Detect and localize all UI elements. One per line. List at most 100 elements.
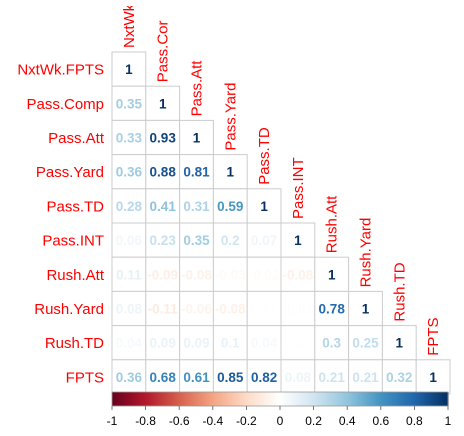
- colorbar-segment: [165, 392, 169, 406]
- colorbar-segment: [446, 392, 449, 406]
- column-label: Rush.Yard: [358, 218, 375, 288]
- correlation-value: -0.08: [215, 302, 246, 317]
- colorbar-segment: [268, 392, 271, 406]
- colorbar-segment: [394, 392, 397, 406]
- colorbar-segment: [416, 392, 419, 406]
- matrix-cell: [179, 222, 214, 258]
- colorbar-segment: [370, 392, 373, 406]
- colorbar-segment: [130, 392, 133, 406]
- colorbar-segment: [201, 392, 204, 406]
- colorbar-tick-label: -0.4: [202, 414, 224, 428]
- matrix-cell: [145, 359, 181, 395]
- correlation-value: 1: [294, 233, 302, 248]
- colorbar-segment: [421, 392, 424, 406]
- correlation-value: 0.59: [217, 199, 243, 214]
- colorbar-tick-label: 0.6: [372, 414, 390, 428]
- matrix-cell: [179, 119, 214, 156]
- colorbar-segment: [246, 392, 249, 406]
- colorbar-segment: [160, 392, 163, 406]
- colorbar-segment: [221, 392, 224, 406]
- colorbar-segment: [159, 392, 162, 406]
- colorbar-segment: [402, 392, 405, 406]
- correlation-value: 0.08: [285, 370, 312, 385]
- column-label: NxtWk: [121, 3, 138, 48]
- column-label: Rush.Att: [324, 195, 341, 253]
- colorbar-segment: [406, 392, 409, 406]
- correlation-value: -0.08: [283, 267, 314, 282]
- correlation-value: 0.25: [352, 336, 379, 351]
- matrix-cell: [280, 325, 316, 361]
- correlation-value: 1: [362, 302, 370, 317]
- colorbar-segment: [442, 392, 446, 406]
- matrix-cell: [246, 222, 282, 258]
- colorbar-segment: [123, 392, 127, 406]
- row-label: Pass.TD: [46, 198, 104, 215]
- colorbar-segment: [269, 392, 273, 406]
- colorbar-segment: [138, 392, 142, 406]
- correlation-value: 1: [260, 199, 268, 214]
- matrix-cell: [348, 359, 383, 395]
- matrix-cell: [145, 154, 181, 190]
- matrix-cell: [381, 325, 417, 361]
- column-label: Rush.TD: [391, 262, 408, 321]
- colorbar-segment: [300, 392, 303, 406]
- colorbar-segment: [211, 392, 214, 406]
- correlation-value: -0.03: [215, 267, 246, 282]
- colorbar-segment: [286, 392, 289, 406]
- colorbar-segment: [345, 392, 348, 406]
- colorbar-segment: [310, 392, 313, 406]
- colorbar-segment: [431, 392, 434, 406]
- row-label: FPTS: [66, 369, 104, 386]
- correlation-value: 0.35: [116, 96, 143, 111]
- colorbar-segment: [347, 392, 350, 406]
- colorbar-segment: [434, 392, 437, 406]
- correlation-value: -0.02: [249, 267, 280, 282]
- correlation-value: 0.81: [183, 165, 210, 180]
- colorbar-segment: [325, 392, 328, 406]
- colorbar-segment: [248, 392, 251, 406]
- correlation-value: 0.68: [150, 370, 177, 385]
- colorbar-segment: [397, 392, 400, 406]
- colorbar-segment: [253, 392, 256, 406]
- colorbar-segment: [190, 392, 194, 406]
- colorbar-segment: [400, 392, 404, 406]
- colorbar-segment: [327, 392, 330, 406]
- colorbar-segment: [162, 392, 165, 406]
- colorbar-segment: [358, 392, 362, 406]
- colorbar-segment: [395, 392, 399, 406]
- colorbar-segment: [436, 392, 439, 406]
- correlation-value: 1: [227, 165, 235, 180]
- colorbar-segment: [264, 392, 268, 406]
- matrix-cell: [381, 359, 417, 395]
- colorbar-segment: [142, 392, 145, 406]
- colorbar-segment: [192, 392, 195, 406]
- column-label: Pass.INT: [290, 157, 307, 219]
- colorbar-segment: [197, 392, 200, 406]
- correlation-value: 0.21: [352, 370, 379, 385]
- colorbar-segment: [364, 392, 367, 406]
- colorbar-segment: [137, 392, 140, 406]
- colorbar-tick-label: 0.2: [305, 414, 322, 428]
- colorbar-segment: [399, 392, 402, 406]
- correlation-value: 0.33: [116, 131, 143, 146]
- colorbar-segment: [382, 392, 385, 406]
- correlation-value: 0.1: [221, 336, 240, 351]
- column-label: Pass.Yard: [222, 83, 239, 151]
- colorbar-segment: [437, 392, 441, 406]
- correlation-value: 0.23: [150, 233, 177, 248]
- correlation-value: 0.61: [183, 370, 210, 385]
- colorbar-segment: [340, 392, 343, 406]
- colorbar-segment: [254, 392, 258, 406]
- colorbar-segment: [343, 392, 347, 406]
- colorbar-segment: [303, 392, 306, 406]
- correlation-value: 0.31: [183, 199, 210, 214]
- colorbar-segment: [222, 392, 226, 406]
- colorbar-segment: [128, 392, 132, 406]
- matrix-cell: [111, 85, 147, 121]
- colorbar-segment: [375, 392, 379, 406]
- colorbar-segment: [155, 392, 158, 406]
- correlation-value: 1: [396, 336, 404, 351]
- colorbar-segment: [140, 392, 143, 406]
- colorbar-segment: [429, 392, 432, 406]
